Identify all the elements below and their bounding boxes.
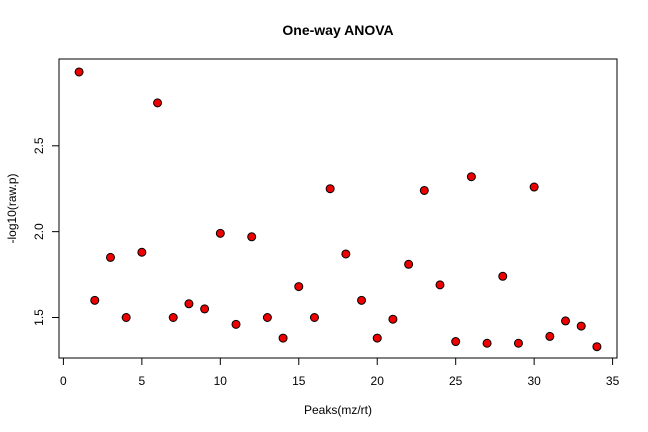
x-tick-label: 10 bbox=[214, 374, 228, 388]
data-point bbox=[451, 337, 461, 347]
data-point bbox=[200, 304, 210, 314]
data-point bbox=[529, 182, 539, 192]
plot-frame bbox=[58, 58, 618, 359]
x-tick-label: 30 bbox=[527, 374, 541, 388]
x-tick-label: 25 bbox=[449, 374, 463, 388]
data-point bbox=[168, 313, 178, 322]
data-point bbox=[545, 331, 555, 341]
data-point bbox=[184, 299, 194, 309]
y-axis-label: -log10(raw.p) bbox=[5, 173, 19, 243]
x-tick-label: 35 bbox=[606, 374, 620, 388]
data-point bbox=[341, 249, 351, 259]
data-point bbox=[231, 319, 241, 329]
data-point bbox=[513, 338, 523, 348]
y-tick-label: 2.5 bbox=[32, 137, 46, 154]
data-point bbox=[294, 282, 304, 292]
data-point bbox=[419, 185, 429, 195]
data-point bbox=[153, 98, 163, 108]
data-point bbox=[592, 342, 602, 352]
chart-title: One-way ANOVA bbox=[282, 22, 393, 38]
data-point bbox=[121, 313, 131, 322]
x-tick-label: 15 bbox=[292, 374, 306, 388]
x-tick-label: 5 bbox=[139, 374, 146, 388]
data-point bbox=[404, 259, 414, 269]
data-point bbox=[561, 316, 571, 326]
y-axis: 1.5 2.0 2.5 bbox=[32, 137, 60, 326]
data-point bbox=[482, 338, 492, 348]
data-point bbox=[576, 321, 586, 331]
data-point bbox=[372, 333, 382, 343]
data-point bbox=[435, 280, 445, 290]
data-point bbox=[498, 271, 508, 281]
data-point bbox=[325, 184, 335, 194]
data-point bbox=[74, 67, 84, 77]
x-axis: 0 5 10 15 20 25 30 35 bbox=[60, 357, 620, 388]
data-point bbox=[466, 172, 476, 182]
data-points bbox=[74, 67, 602, 352]
data-point bbox=[388, 314, 398, 324]
data-point bbox=[247, 232, 257, 242]
data-point bbox=[137, 247, 147, 257]
y-tick-label: 1.5 bbox=[32, 309, 46, 326]
x-tick-label: 0 bbox=[60, 374, 67, 388]
data-point bbox=[278, 333, 288, 343]
data-point bbox=[90, 295, 100, 305]
x-axis-label: Peaks(mz/rt) bbox=[304, 403, 372, 417]
x-tick-label: 20 bbox=[371, 374, 385, 388]
data-point bbox=[215, 228, 225, 238]
data-point bbox=[357, 295, 367, 305]
data-point bbox=[105, 252, 115, 262]
data-point bbox=[309, 313, 319, 322]
y-tick-label: 2.0 bbox=[32, 223, 46, 240]
data-point bbox=[262, 313, 272, 322]
